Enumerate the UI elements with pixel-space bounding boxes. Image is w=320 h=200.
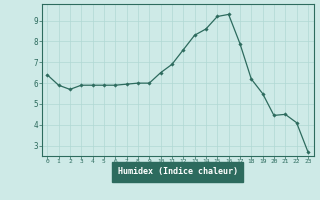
X-axis label: Humidex (Indice chaleur): Humidex (Indice chaleur) bbox=[118, 167, 237, 176]
